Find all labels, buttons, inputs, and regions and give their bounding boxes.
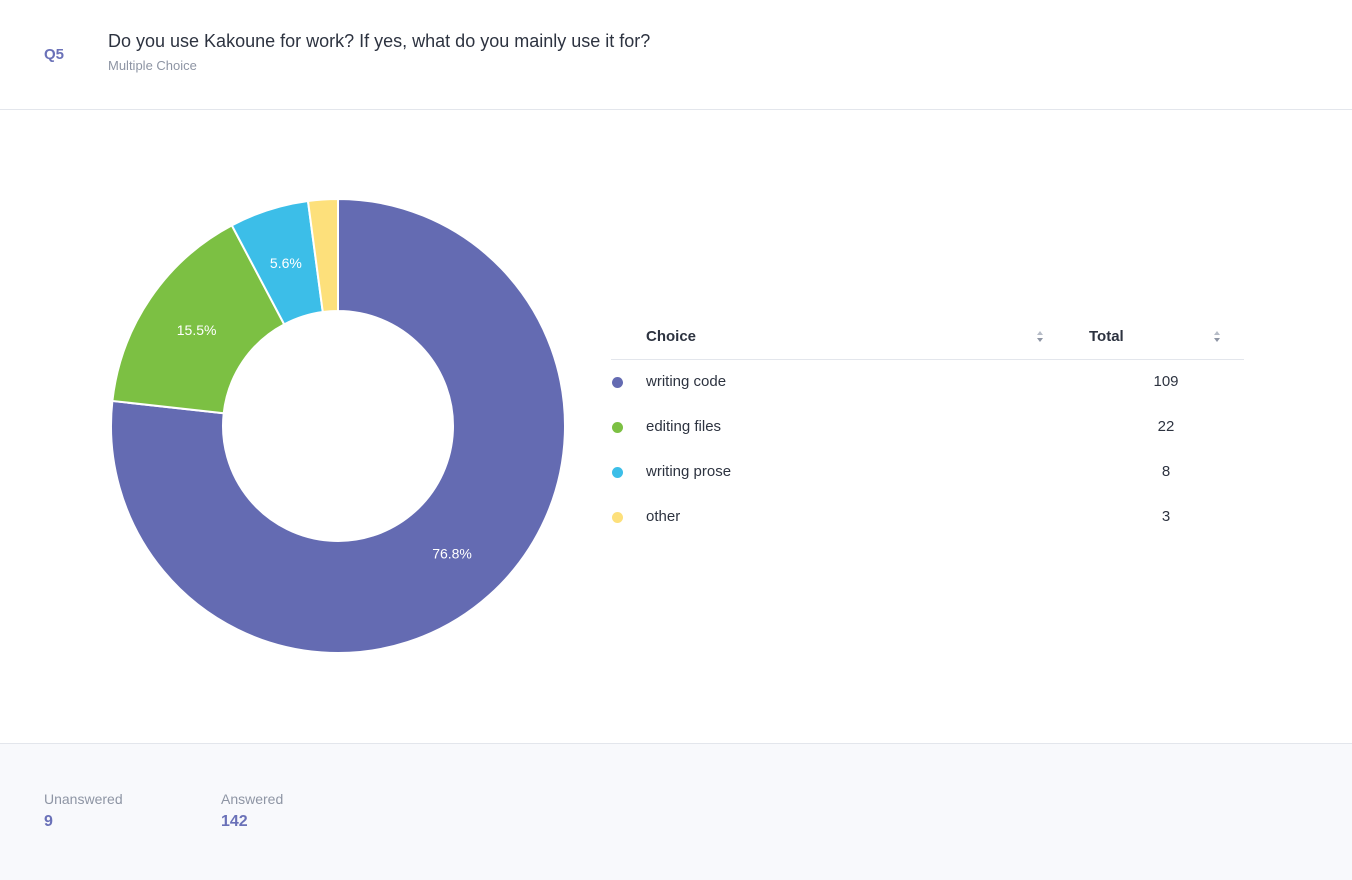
table-row: writing code 109 <box>611 360 1244 405</box>
unanswered-stat: Unanswered 9 <box>44 791 123 831</box>
legend-dot <box>612 422 623 433</box>
donut-slice-label: 15.5% <box>177 322 217 338</box>
donut-slice-label: 5.6% <box>270 255 302 271</box>
table-row: editing files 22 <box>611 405 1244 450</box>
unanswered-value: 9 <box>44 813 53 830</box>
choices-table: Choice Total writing code 109 editing fi… <box>611 314 1244 540</box>
choice-label: writing code <box>646 373 727 390</box>
donut-chart-svg: 76.8% 15.5% 5.6% <box>110 197 566 654</box>
choice-total: 22 <box>1157 418 1175 435</box>
total-column-header[interactable]: Total <box>1089 328 1124 345</box>
question-type: Multiple Choice <box>108 58 197 73</box>
legend-dot <box>612 512 623 523</box>
response-summary: Unanswered 9 Answered 142 <box>0 743 1352 880</box>
answered-value: 142 <box>221 813 248 830</box>
table-row: writing prose 8 <box>611 450 1244 495</box>
choice-column-header[interactable]: Choice <box>646 328 697 345</box>
choice-total: 109 <box>1153 373 1179 390</box>
sort-choice-icon[interactable] <box>1036 330 1044 344</box>
answered-stat: Answered 142 <box>221 791 283 831</box>
choice-total: 3 <box>1161 508 1171 525</box>
donut-slice-label: 76.8% <box>432 545 472 561</box>
legend-dot <box>612 467 623 478</box>
legend-dot <box>612 377 623 388</box>
choice-label: editing files <box>646 418 722 435</box>
donut-slice-writing-code[interactable] <box>110 197 566 654</box>
question-header: Q5 Do you use Kakoune for work? If yes, … <box>0 0 1352 110</box>
donut-slice-other[interactable] <box>306 197 339 314</box>
question-number: Q5 <box>44 46 65 63</box>
sort-total-icon[interactable] <box>1213 330 1221 344</box>
table-header: Choice Total <box>611 314 1244 360</box>
donut-slice-editing-files[interactable] <box>111 224 286 415</box>
choice-total: 8 <box>1161 463 1171 480</box>
choice-label: writing prose <box>646 463 732 480</box>
answered-label: Answered <box>221 791 284 807</box>
table-row: other 3 <box>611 495 1244 540</box>
donut-chart: 76.8% 15.5% 5.6% <box>0 110 600 743</box>
choice-label: other <box>646 508 681 525</box>
question-title: Do you use Kakoune for work? If yes, wha… <box>108 31 651 51</box>
unanswered-label: Unanswered <box>44 791 123 807</box>
